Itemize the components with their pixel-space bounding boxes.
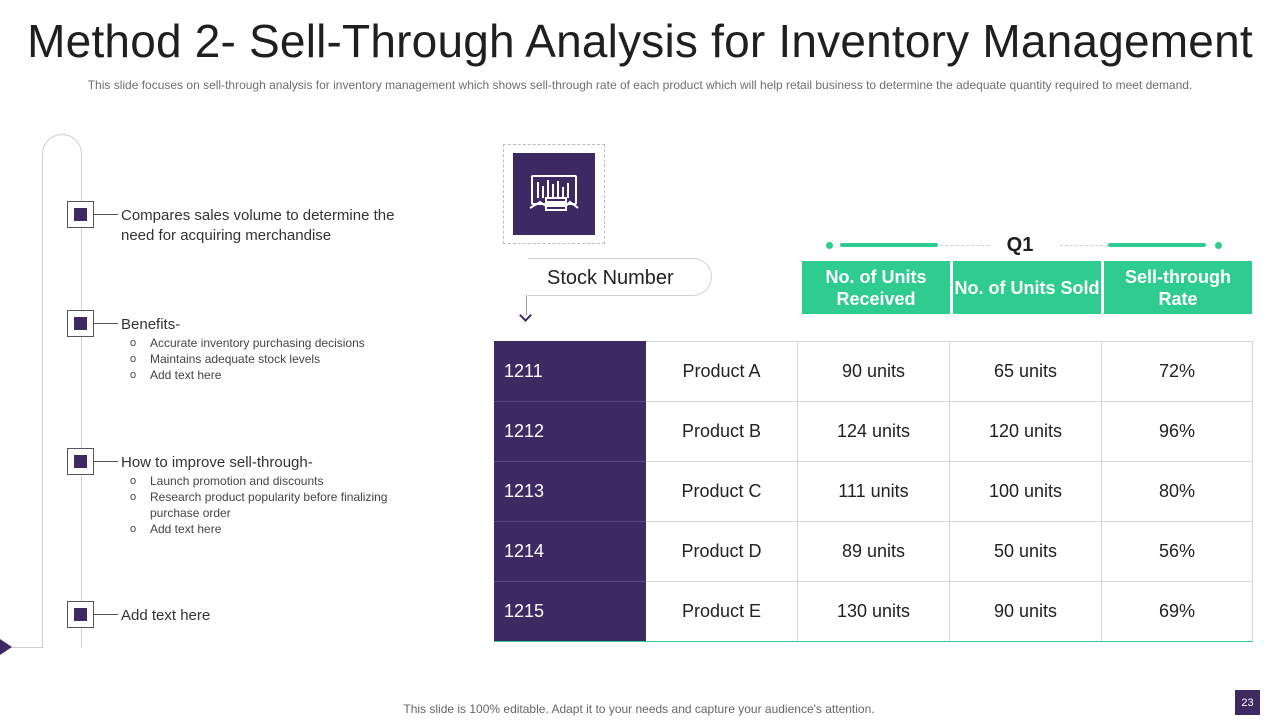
point-text: How to improve sell-through- bbox=[121, 454, 313, 471]
received-cell: 130 units bbox=[798, 581, 950, 641]
q1-dot-right bbox=[1215, 242, 1222, 249]
bullet-item: Launch promotion and discounts bbox=[130, 473, 400, 489]
table-row: 1211 Product A 90 units 65 units 72% bbox=[494, 341, 1253, 401]
timeline-arrow-icon bbox=[0, 639, 12, 655]
bullet-list: Launch promotion and discounts Research … bbox=[130, 473, 400, 537]
checkbox-marker-icon bbox=[67, 448, 94, 475]
column-header-received: No. of Units Received bbox=[802, 261, 950, 314]
stock-cell: 1215 bbox=[494, 581, 646, 641]
received-cell: 111 units bbox=[798, 461, 950, 521]
q1-dot-left bbox=[826, 242, 833, 249]
column-header-sold: No. of Units Sold bbox=[953, 261, 1101, 314]
table-row: 1213 Product C 111 units 100 units 80% bbox=[494, 461, 1253, 521]
inventory-analysis-icon bbox=[513, 153, 595, 235]
bullet-item: Maintains adequate stock levels bbox=[130, 351, 400, 367]
bullet-item: Accurate inventory purchasing decisions bbox=[130, 335, 400, 351]
chevron-down-icon bbox=[519, 309, 532, 322]
point-text: Add text here bbox=[121, 607, 211, 624]
bullet-item: Add text here bbox=[130, 521, 400, 537]
rate-cell: 96% bbox=[1102, 401, 1253, 461]
slide-title: Method 2- Sell-Through Analysis for Inve… bbox=[27, 15, 1253, 67]
column-header-rate: Sell-through Rate bbox=[1104, 261, 1252, 314]
connector-line bbox=[94, 461, 118, 462]
slide-subtitle: This slide focuses on sell-through analy… bbox=[87, 78, 1193, 92]
q1-dash-right bbox=[1060, 245, 1108, 246]
sold-cell: 120 units bbox=[950, 401, 1102, 461]
rate-cell: 80% bbox=[1102, 461, 1253, 521]
table-row: 1214 Product D 89 units 50 units 56% bbox=[494, 521, 1253, 581]
checkbox-marker-icon bbox=[67, 201, 94, 228]
checkbox-marker-icon bbox=[67, 601, 94, 628]
q1-line-right bbox=[1108, 243, 1206, 247]
stock-number-label: Stock Number bbox=[528, 258, 712, 296]
received-cell: 89 units bbox=[798, 521, 950, 581]
connector-line bbox=[94, 614, 118, 615]
table-row: 1212 Product B 124 units 120 units 96% bbox=[494, 401, 1253, 461]
rate-cell: 56% bbox=[1102, 521, 1253, 581]
icon-frame bbox=[503, 144, 605, 244]
connector-line bbox=[94, 323, 118, 324]
point-text: Benefits- bbox=[121, 316, 181, 333]
received-cell: 124 units bbox=[798, 401, 950, 461]
footer-note: This slide is 100% editable. Adapt it to… bbox=[403, 702, 875, 716]
product-cell: Product A bbox=[646, 341, 798, 401]
page-number: 23 bbox=[1235, 690, 1260, 715]
stock-cell: 1212 bbox=[494, 401, 646, 461]
q1-line-left bbox=[840, 243, 938, 247]
product-cell: Product B bbox=[646, 401, 798, 461]
connector-line bbox=[94, 214, 118, 215]
timeline-base-line bbox=[8, 647, 43, 648]
stock-cell: 1213 bbox=[494, 461, 646, 521]
timeline-line bbox=[42, 134, 82, 648]
product-cell: Product E bbox=[646, 581, 798, 641]
rate-cell: 72% bbox=[1102, 341, 1253, 401]
received-cell: 90 units bbox=[798, 341, 950, 401]
stock-cell: 1214 bbox=[494, 521, 646, 581]
product-cell: Product C bbox=[646, 461, 798, 521]
sell-through-table: 1211 Product A 90 units 65 units 72% 121… bbox=[494, 341, 1253, 642]
quarter-label: Q1 bbox=[1006, 234, 1034, 256]
product-cell: Product D bbox=[646, 521, 798, 581]
sold-cell: 90 units bbox=[950, 581, 1102, 641]
sold-cell: 100 units bbox=[950, 461, 1102, 521]
bullet-list: Accurate inventory purchasing decisions … bbox=[130, 335, 400, 383]
table-row: 1215 Product E 130 units 90 units 69% bbox=[494, 581, 1253, 641]
q1-dash-left bbox=[940, 245, 990, 246]
stock-connector-line bbox=[526, 295, 527, 315]
stock-cell: 1211 bbox=[494, 341, 646, 401]
sold-cell: 65 units bbox=[950, 341, 1102, 401]
sold-cell: 50 units bbox=[950, 521, 1102, 581]
rate-cell: 69% bbox=[1102, 581, 1253, 641]
bullet-item: Add text here bbox=[130, 367, 400, 383]
point-text: Compares sales volume to determine the n… bbox=[121, 207, 395, 244]
checkbox-marker-icon bbox=[67, 310, 94, 337]
bullet-item: Research product popularity before final… bbox=[130, 489, 400, 521]
